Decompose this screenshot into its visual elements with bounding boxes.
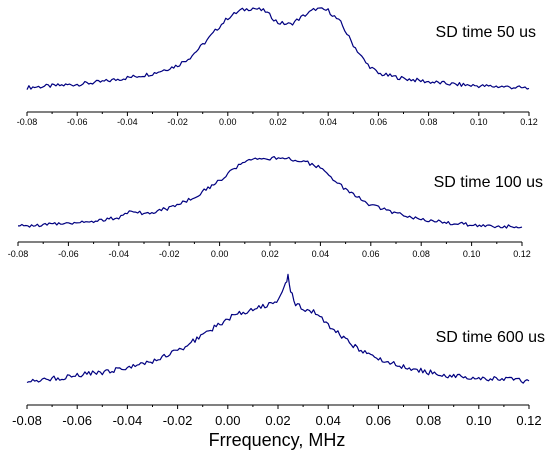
x-tick-label: 0.06 [370, 117, 388, 127]
panel-2-ticks [17, 242, 523, 246]
x-tick-label: 0.04 [316, 413, 341, 428]
x-tick-label: 0.04 [312, 249, 330, 259]
x-tick-label: -0.06 [62, 413, 92, 428]
x-tick-label: 0.06 [366, 413, 391, 428]
x-tick-label: 0.12 [516, 413, 541, 428]
x-tick-label: 0.00 [211, 249, 229, 259]
x-tick-label: 0.08 [416, 413, 441, 428]
panel-3-series-line [26, 273, 530, 384]
x-tick-label: 0.02 [269, 117, 287, 127]
panel-3-tick-labels: -0.08 -0.06 -0.04 -0.02 0.00 0.02 0.04 0.06 0.08… [12, 413, 541, 428]
panel-2-tick-labels: -0.08 -0.06 -0.04 -0.02 0.00 0.02 0.04 0.06 0.08… [8, 249, 531, 259]
x-tick-label: -0.02 [167, 117, 188, 127]
x-tick-label: 0.08 [412, 249, 430, 259]
panel-1-ticks [26, 112, 530, 116]
x-tick-label: -0.08 [8, 249, 29, 259]
x-tick-label: 0.12 [520, 117, 538, 127]
x-tick-label: 0.00 [215, 413, 240, 428]
x-tick-label: -0.04 [117, 117, 138, 127]
x-tick-label: 0.02 [265, 413, 290, 428]
panel-2: SD time 100 us -0.08 -0.06 -0.04 -0.02 0.00 0… [8, 156, 543, 259]
x-tick-label: 0.00 [219, 117, 237, 127]
x-tick-label: -0.04 [109, 249, 130, 259]
panel-3-title: SD time 600 us [436, 329, 545, 346]
x-tick-label: 0.10 [470, 117, 488, 127]
x-tick-label: -0.06 [58, 249, 79, 259]
x-tick-label: -0.02 [159, 249, 180, 259]
x-axis-title: Frrequency, MHz [209, 430, 346, 450]
x-tick-label: 0.12 [513, 249, 531, 259]
panel-1-series-line [26, 7, 530, 90]
x-tick-label: 0.10 [466, 413, 491, 428]
panel-3-ticks [26, 405, 530, 409]
x-tick-label: 0.08 [420, 117, 438, 127]
x-tick-label: -0.02 [163, 413, 193, 428]
x-tick-label: -0.04 [113, 413, 143, 428]
x-tick-label: -0.08 [17, 117, 38, 127]
panel-1-title: SD time 50 us [436, 24, 536, 41]
panel-1-tick-labels: -0.08 -0.06 -0.04 -0.02 0.00 0.02 0.04 0.06 0.08… [17, 117, 538, 127]
x-tick-label: 0.02 [261, 249, 279, 259]
panel-3: SD time 600 us -0.08 -0.06 -0.04 -0.02 0.00 0… [12, 273, 545, 450]
x-tick-label: -0.08 [12, 413, 42, 428]
panel-2-series-line [18, 156, 523, 229]
x-tick-label: 0.06 [362, 249, 380, 259]
x-tick-label: 0.04 [319, 117, 337, 127]
panel-2-title: SD time 100 us [434, 174, 543, 191]
x-tick-label: 0.10 [463, 249, 481, 259]
panel-1: SD time 50 us -0.08 -0.06 -0.04 -0.02 0.00 0.… [17, 7, 538, 127]
x-tick-label: -0.06 [67, 117, 88, 127]
